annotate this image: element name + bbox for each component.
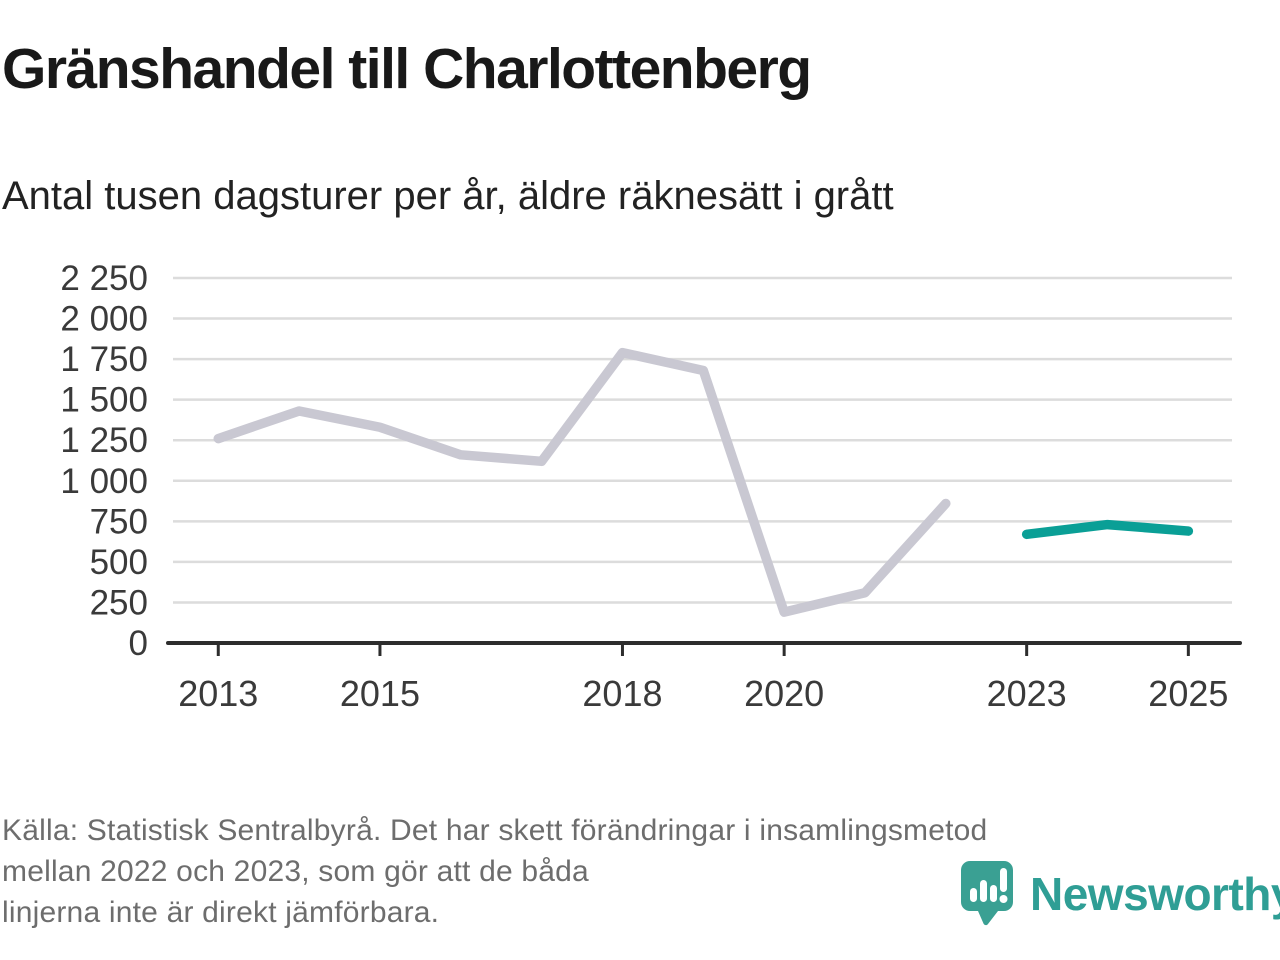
- x-tick-label: 2013: [178, 673, 258, 714]
- y-tick-label: 1 000: [60, 462, 148, 501]
- y-tick-label: 1 250: [60, 421, 148, 460]
- y-tick-label: 2 250: [60, 259, 148, 298]
- series-line-nuvarande-insamlingsmetod: [1021, 519, 1194, 540]
- x-tick-label: 2020: [744, 673, 824, 714]
- x-tick-label: 2015: [340, 673, 420, 714]
- series-line-äldre-räknesätt: [213, 347, 951, 617]
- y-tick-label: 750: [90, 502, 148, 541]
- y-tick-label: 0: [129, 624, 148, 663]
- y-tick-label: 1 500: [60, 381, 148, 420]
- newsworthy-logo-icon: [961, 861, 1013, 926]
- y-tick-label: 1 750: [60, 340, 148, 379]
- y-tick-label: 2 000: [60, 300, 148, 339]
- chart-title: Gränshandel till Charlottenberg: [2, 37, 812, 101]
- source-note-line-1: Källa: Statistisk Sentralbyrå. Det har s…: [2, 814, 988, 847]
- y-tick-label: 500: [90, 543, 148, 582]
- source-note-line-3: linjerna inte är direkt jämförbara.: [2, 896, 440, 929]
- chart-subtitle: Antal tusen dagsturer per år, äldre räkn…: [2, 174, 894, 218]
- x-tick-label: 2025: [1148, 673, 1228, 714]
- x-tick-label: 2023: [987, 673, 1067, 714]
- source-note-line-2: mellan 2022 och 2023, som gör att de båd…: [2, 855, 589, 888]
- y-tick-label: 250: [90, 583, 148, 622]
- newsworthy-logo-text: Newsworthy: [1030, 868, 1280, 920]
- newsworthy-logo: Newsworthy: [958, 858, 1280, 930]
- x-tick-label: 2018: [582, 673, 662, 714]
- source-note: Källa: Statistisk Sentralbyrå. Det har s…: [2, 810, 987, 933]
